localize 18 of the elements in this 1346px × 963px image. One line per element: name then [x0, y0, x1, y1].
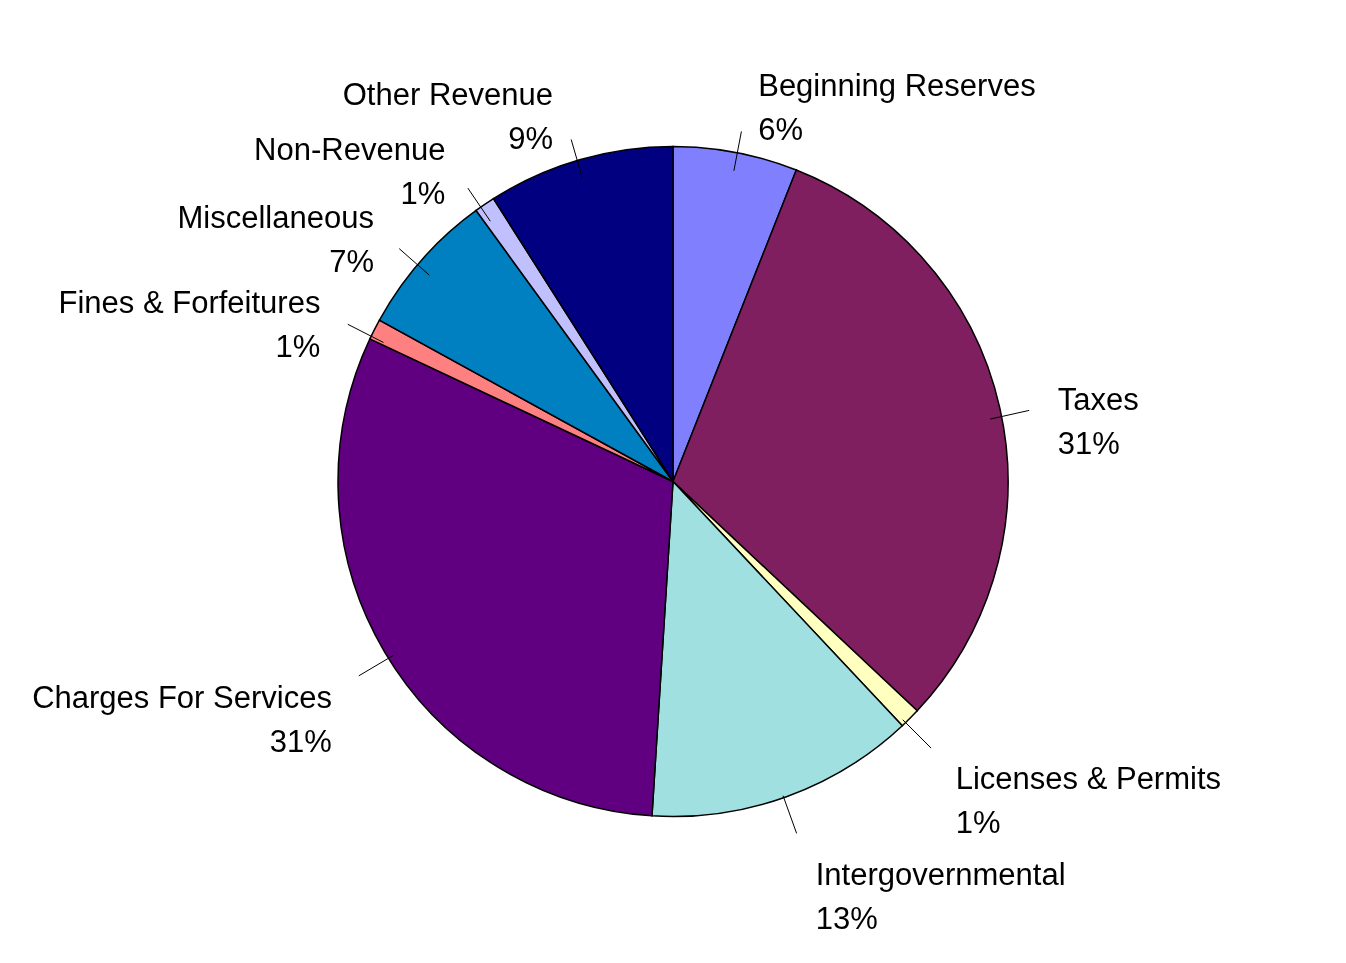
data-label: 31%: [1057, 425, 1120, 461]
slice-label: Miscellaneous: [177, 199, 374, 235]
slice-label: Licenses & Permits: [955, 760, 1222, 796]
data-label: 9%: [508, 121, 553, 157]
slice-label: Fines & Forfeitures: [58, 284, 321, 320]
data-label: 1%: [955, 804, 1001, 840]
data-label: 1%: [275, 328, 321, 364]
slice-label: Non-Revenue: [254, 131, 446, 167]
data-label: 6%: [758, 112, 804, 148]
slice-label: Charges For Services: [32, 679, 332, 715]
slice-label: Beginning Reserves: [758, 68, 1036, 104]
data-label: 13%: [815, 900, 878, 936]
slice-label: Taxes: [1057, 381, 1139, 417]
data-label: 31%: [269, 723, 332, 759]
data-label: 7%: [329, 243, 374, 279]
slice-label: Intergovernmental: [815, 856, 1066, 892]
data-label: 1%: [400, 175, 446, 211]
slice-label: Other Revenue: [342, 77, 553, 113]
